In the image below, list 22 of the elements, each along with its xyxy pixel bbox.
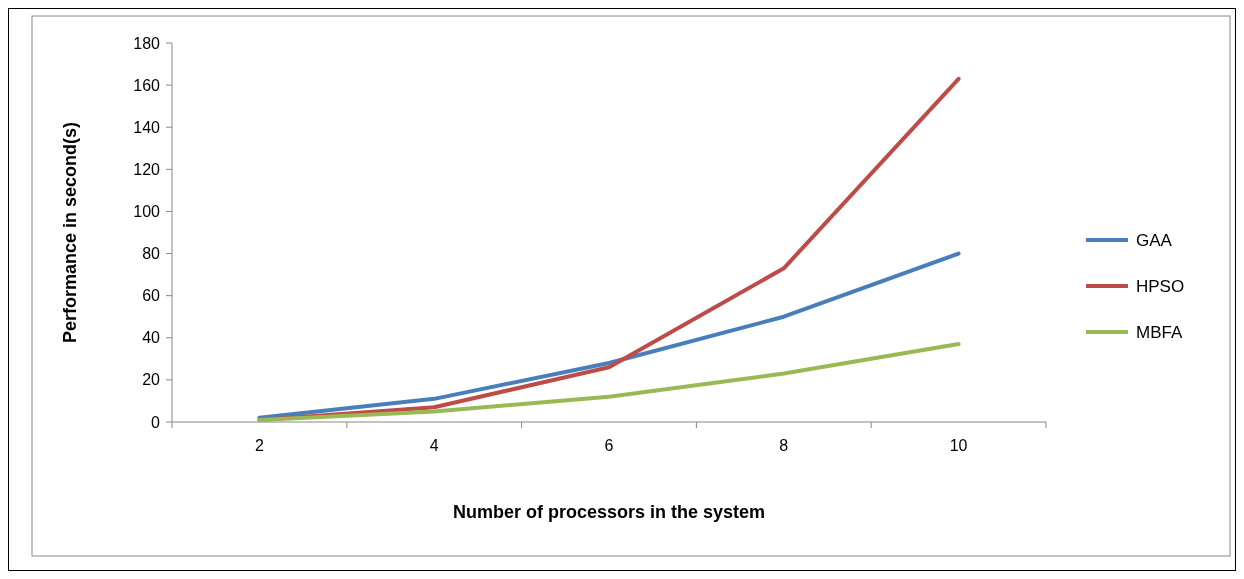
line-series: [257, 251, 961, 420]
y-tick-label: 180: [133, 34, 161, 52]
x-tick-label: 2: [254, 437, 264, 454]
y-tick-label: 40: [142, 329, 161, 347]
x-tick-label: 6: [604, 437, 614, 454]
y-tick-label: 100: [133, 203, 161, 221]
y-tick-label: 20: [142, 371, 161, 389]
line-series: [257, 342, 961, 422]
x-tick-label: 8: [779, 437, 789, 454]
y-tick-label: 160: [133, 76, 161, 94]
legend-label: HPSO: [1136, 276, 1185, 296]
y-tick-label: 80: [142, 245, 161, 263]
y-tick-label: 60: [142, 287, 161, 305]
legend-label: MBFA: [1136, 322, 1183, 342]
y-tick-label: 120: [133, 160, 161, 178]
x-axis-title: Number of processors in the system: [452, 502, 766, 522]
legend-label: GAA: [1136, 230, 1173, 250]
x-tick-label: 4: [429, 437, 439, 454]
y-axis-title: Performance in second(s): [60, 121, 80, 344]
y-tick-label: 0: [151, 413, 161, 431]
y-tick-label: 140: [133, 118, 161, 136]
x-tick-label: 10: [949, 437, 968, 454]
